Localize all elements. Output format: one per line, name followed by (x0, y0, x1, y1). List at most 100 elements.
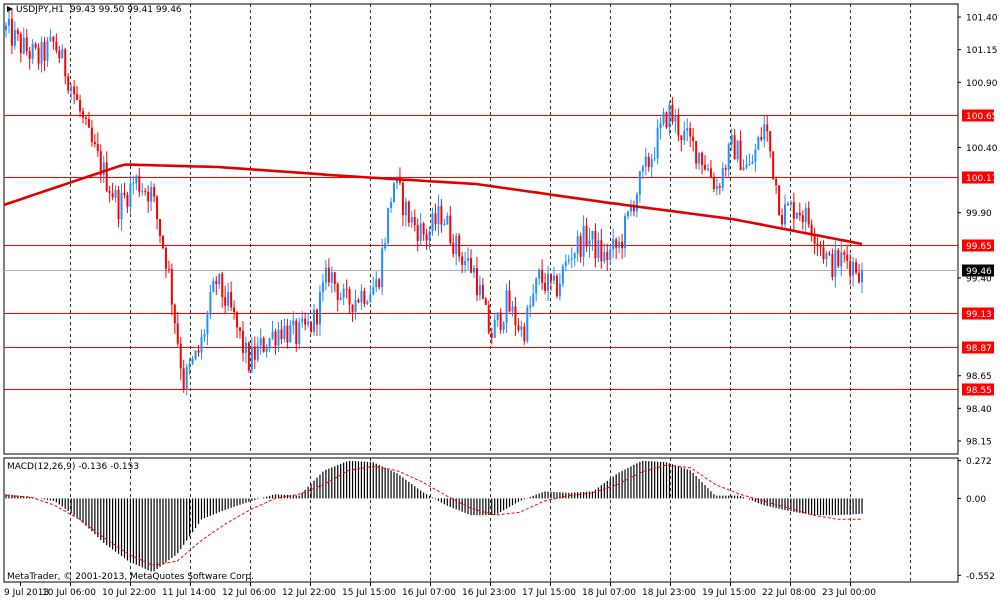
candle (724, 164, 727, 177)
candle-body (274, 331, 277, 346)
candle-body (523, 326, 526, 342)
candle (538, 268, 541, 286)
candle-body (289, 325, 292, 343)
candle (197, 345, 200, 357)
candle (34, 42, 37, 50)
candle (159, 218, 162, 244)
candle-body (638, 171, 641, 195)
candle (541, 259, 544, 291)
candle (407, 200, 410, 227)
candle-body (810, 224, 813, 236)
candle-body (351, 304, 354, 312)
candle-body (102, 162, 105, 176)
candle-body (120, 192, 123, 220)
candle (295, 318, 298, 352)
candle-body (724, 167, 727, 170)
candle (715, 178, 718, 196)
candle-body (472, 268, 475, 273)
candle (345, 279, 348, 299)
candle (102, 155, 105, 184)
candle-body (837, 250, 840, 267)
candle (250, 337, 253, 374)
candle-body (591, 230, 594, 240)
candle (369, 284, 372, 304)
candle-body (79, 99, 82, 112)
candle-body (147, 191, 150, 202)
candle (547, 265, 550, 301)
candle-body (798, 212, 801, 216)
candle-body (191, 358, 194, 364)
candle-body (310, 321, 313, 332)
candle-body (704, 164, 707, 170)
candle-body (164, 247, 167, 269)
candle-body (244, 342, 247, 353)
candle (624, 213, 627, 258)
candle-body (327, 267, 330, 283)
candle-body (757, 137, 760, 150)
candle-body (82, 111, 85, 118)
candle-body (49, 37, 52, 41)
candle (25, 28, 28, 56)
candle-body (76, 94, 79, 100)
candle-body (440, 206, 443, 225)
candle (609, 244, 612, 265)
candle-body (170, 268, 173, 305)
candle-body (161, 236, 164, 248)
candle (241, 321, 244, 362)
candle (632, 200, 635, 217)
candle (363, 287, 366, 307)
candle-body (532, 293, 535, 306)
candle-body (567, 259, 570, 262)
candle (831, 248, 834, 281)
candle (458, 232, 461, 262)
candle (185, 363, 188, 396)
price-axis-tick-label: 99.90 (966, 209, 992, 219)
candle-body (87, 118, 90, 128)
price-axis-tick-label: 99.40 (966, 274, 992, 284)
level-labels: 100.65 100.17 99.65 99.13 98.87 98.55 (962, 109, 998, 396)
candle-body (659, 123, 662, 129)
candle (736, 139, 739, 163)
candle-body (230, 292, 233, 308)
candle-body (256, 345, 259, 360)
candle (218, 273, 221, 289)
candle (200, 329, 203, 360)
candle (265, 344, 268, 358)
candle-body (715, 186, 718, 190)
time-axis-tick-label: 12 Jul 22:00 (282, 588, 336, 598)
candle-body (295, 320, 298, 344)
candle-body (478, 285, 481, 296)
time-axis-tick-label: 18 Jul 23:00 (642, 588, 696, 598)
candle (283, 318, 286, 343)
candle-body (437, 206, 440, 225)
candle (117, 186, 120, 228)
candle-body (736, 140, 739, 160)
candle (99, 144, 102, 183)
candle (150, 181, 153, 212)
price-axis-tick-label: 98.65 (966, 372, 992, 382)
candle-body (561, 266, 564, 284)
candle-body (129, 183, 132, 207)
candle (114, 185, 117, 203)
candle (472, 265, 475, 278)
candle (87, 111, 90, 128)
candle (360, 284, 363, 310)
macd-panel-frame (3, 457, 959, 583)
time-axis-tick-label: 11 Jul 14:00 (162, 588, 216, 598)
candle-body (564, 261, 567, 267)
candle (259, 328, 262, 355)
candle-body (742, 167, 745, 171)
candle (801, 210, 804, 230)
candle-body (745, 164, 748, 168)
candle-body (792, 202, 795, 219)
candle-body (150, 187, 153, 202)
candle (52, 36, 55, 50)
candle (384, 237, 387, 252)
candle-body (600, 240, 603, 262)
candle (61, 44, 64, 59)
candle (683, 121, 686, 145)
level-label: 99.13 (966, 310, 992, 320)
candle (336, 282, 339, 312)
